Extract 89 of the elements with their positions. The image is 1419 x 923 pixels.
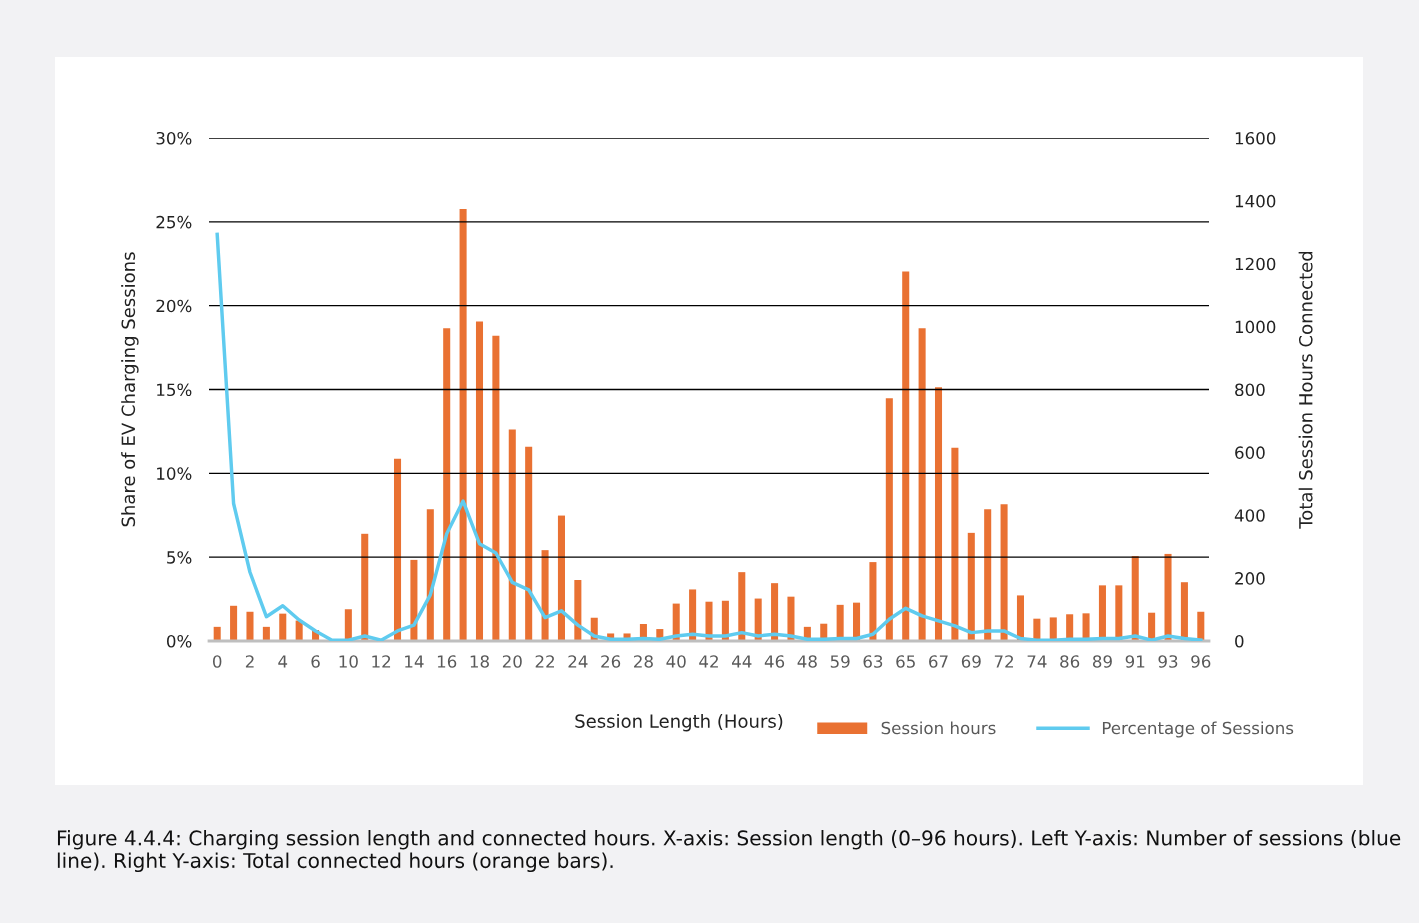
x-axis-title: Session Length (Hours) — [575, 713, 783, 732]
y-tick-label: 25% — [156, 215, 192, 229]
bar — [1000, 504, 1008, 641]
x-tick-label: 67 — [929, 655, 948, 668]
x-tick-label: 69 — [961, 655, 981, 668]
x-tick-label: 44 — [732, 655, 752, 668]
x-tick-label: 24 — [568, 655, 588, 668]
y-tick-label: 30% — [156, 131, 192, 145]
x-tick-label: 40 — [666, 655, 686, 668]
x-tick-label: 28 — [634, 655, 653, 668]
x-tick-label: 6 — [311, 655, 320, 668]
x-tick-label: 42 — [699, 655, 718, 668]
x-tick-label: 93 — [1158, 655, 1178, 668]
bar — [525, 446, 533, 641]
x-tick-label: 63 — [863, 655, 883, 668]
bar — [689, 589, 697, 641]
x-tick-label: 12 — [372, 655, 391, 668]
bar — [902, 271, 910, 641]
bar — [771, 583, 779, 641]
x-tick-label: 14 — [405, 655, 424, 668]
y2-tick-label: 1000 — [1235, 320, 1276, 334]
line-series — [215, 232, 1203, 641]
x-tick-label: 91 — [1125, 655, 1145, 668]
x-tick-label: 59 — [830, 655, 850, 668]
y2-tick-label: 1600 — [1235, 131, 1276, 145]
y-tick-label: 20% — [156, 299, 192, 313]
bar — [934, 387, 943, 641]
x-tick-label: 10 — [339, 655, 358, 668]
x-tick-label: 65 — [896, 655, 915, 668]
x-tick-label: 2 — [245, 655, 254, 668]
x-tick-label: 89 — [1092, 655, 1112, 668]
bar — [262, 626, 270, 641]
bar — [1131, 556, 1139, 641]
x-tick-label: 72 — [994, 655, 1014, 668]
legend-label: Percentage of Sessions — [1102, 721, 1294, 738]
y2-tick-label: 1400 — [1235, 194, 1276, 208]
x-tick-label: 48 — [797, 655, 817, 668]
bar — [967, 532, 975, 641]
y2-tick-label: 200 — [1235, 572, 1265, 585]
x-tick-label: 20 — [502, 655, 522, 668]
x-tick-label: 22 — [535, 655, 554, 668]
x-tick-label: 26 — [601, 655, 621, 668]
bar — [443, 328, 451, 641]
bar — [492, 335, 500, 641]
legend-label: Session hours — [881, 721, 996, 735]
bar — [1016, 595, 1024, 641]
x-tick-label: 4 — [278, 655, 288, 668]
bar — [918, 328, 926, 641]
bar — [1164, 553, 1172, 641]
bar — [574, 580, 582, 641]
x-tick-label: 96 — [1191, 655, 1211, 668]
y2-tick-label: 1200 — [1235, 257, 1276, 271]
bar — [984, 509, 992, 641]
bar — [361, 533, 369, 641]
bar — [951, 447, 959, 641]
bar — [869, 562, 877, 641]
bar — [279, 613, 287, 641]
bar — [738, 572, 746, 641]
bar — [213, 626, 221, 641]
x-tick-label: 0 — [212, 655, 222, 668]
y-tick-label: 0% — [166, 634, 192, 648]
y-tick-label: 5% — [167, 551, 192, 564]
y2-tick-label: 400 — [1234, 509, 1265, 522]
y2-axis-title: Total Session Hours Connected — [1298, 251, 1313, 529]
y2-tick-label: 0 — [1235, 634, 1244, 648]
bar — [475, 321, 484, 641]
bar — [508, 429, 516, 641]
y-tick-label: 10% — [157, 467, 192, 480]
x-tick-label: 16 — [437, 655, 457, 668]
bar — [246, 611, 254, 641]
bar — [705, 601, 713, 641]
bar — [394, 458, 402, 641]
bar — [344, 609, 352, 641]
x-tick-label: 86 — [1060, 655, 1080, 668]
y-axis-title: Share of EV Charging Sessions — [121, 252, 139, 527]
x-tick-label: 18 — [470, 655, 489, 668]
bar — [410, 559, 418, 641]
bar — [541, 550, 549, 641]
x-tick-label: 46 — [764, 655, 785, 668]
bar — [557, 515, 565, 641]
bar — [885, 398, 893, 641]
bar — [230, 605, 238, 641]
bar — [459, 209, 467, 641]
y2-tick-label: 600 — [1235, 446, 1265, 459]
x-tick-label: 74 — [1027, 655, 1047, 668]
bar — [1197, 611, 1205, 641]
y-tick-label: 15% — [157, 383, 192, 397]
caption: Figure 4.4.4: Charging session length and connected hours. X-axis: Session length (0–96 hours). Left Y-axis: Number of sessions (blue line). Right Y-axis: Total connected hours (orange bars). — [57, 830, 1401, 873]
y2-tick-label: 800 — [1235, 383, 1265, 397]
